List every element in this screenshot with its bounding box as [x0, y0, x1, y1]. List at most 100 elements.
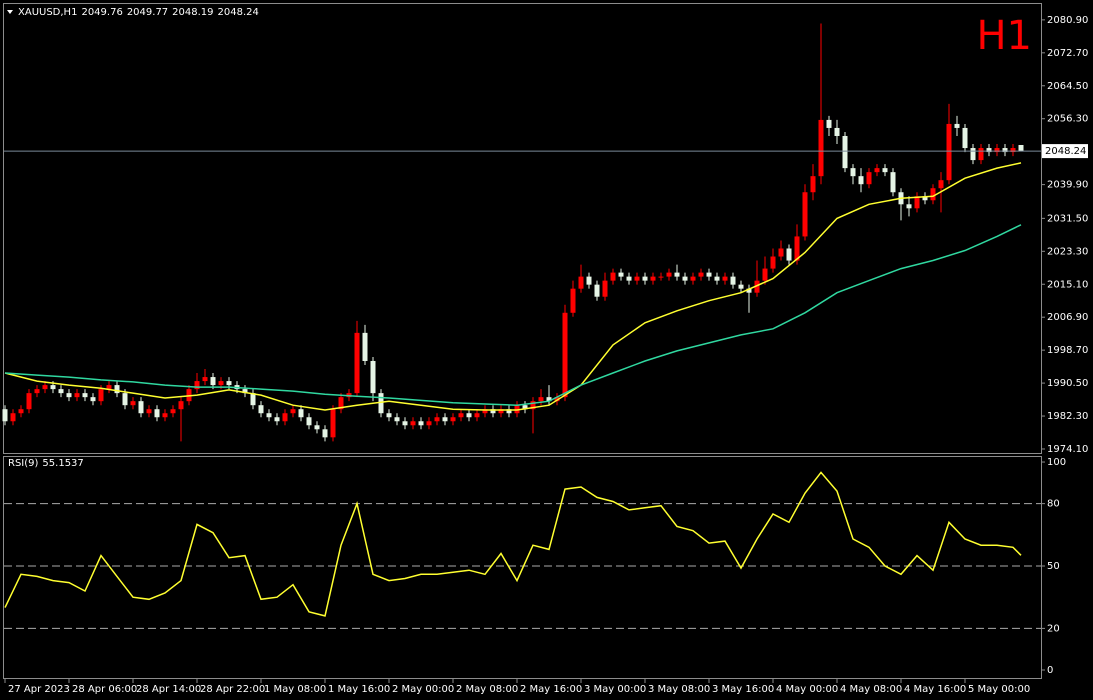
candle-body — [858, 176, 864, 185]
candle-body — [746, 288, 752, 293]
candle-body — [74, 393, 80, 398]
price-panel — [3, 3, 1042, 454]
candle-body — [330, 409, 336, 438]
candle-body — [546, 397, 552, 402]
candle-body — [226, 381, 232, 386]
candle-body — [18, 409, 24, 414]
candle-body — [122, 393, 128, 406]
high-value: 2049.77 — [127, 7, 168, 18]
candle-body — [826, 119, 832, 128]
candle-body — [402, 421, 408, 426]
x-tick-label: 28 Apr 22:00 — [200, 684, 265, 695]
candle-body — [762, 268, 768, 281]
candle-body — [674, 272, 680, 277]
candle-body — [394, 417, 400, 422]
moving-average — [4, 162, 1022, 411]
candle-body — [194, 381, 200, 390]
candle-body — [458, 413, 464, 418]
candle-body — [362, 332, 368, 361]
low-value: 2048.19 — [172, 7, 213, 18]
y-tick-label: 2006.90 — [1047, 312, 1088, 323]
candle-body — [50, 385, 56, 390]
symbol: XAUUSD,H1 — [18, 7, 77, 18]
x-tick-label: 2 May 08:00 — [456, 684, 518, 695]
y-tick-label: 50 — [1047, 561, 1060, 572]
chart-header: XAUUSD,H1 2049.76 2049.77 2048.19 2048.24 — [18, 7, 259, 18]
candle-body — [514, 405, 520, 414]
candle-body — [522, 405, 528, 410]
current-price-box — [1042, 144, 1088, 159]
candle-body — [770, 256, 776, 269]
candle-body — [2, 409, 8, 422]
candle-body — [130, 401, 136, 406]
x-tick-label: 4 May 08:00 — [840, 684, 902, 695]
candle-body — [642, 276, 648, 281]
candle-body — [210, 377, 216, 386]
candle-body — [842, 135, 848, 169]
candle-body — [570, 288, 576, 313]
candle-body — [722, 276, 728, 281]
candle-body — [162, 413, 168, 418]
candle-body — [490, 409, 496, 414]
candle-body — [290, 409, 296, 414]
candle-body — [538, 397, 544, 402]
candle-body — [242, 389, 248, 394]
rsi-value: 55.1537 — [42, 458, 83, 469]
candle-body — [138, 401, 144, 414]
candle-body — [698, 272, 704, 277]
candle-body — [474, 413, 480, 418]
candle-body — [26, 393, 32, 410]
candle-body — [482, 409, 488, 414]
candle-body — [1010, 148, 1016, 153]
candle-body — [778, 248, 784, 257]
candle-body — [298, 409, 304, 418]
menu-arrow[interactable] — [7, 10, 13, 14]
x-tick-label: 1 May 16:00 — [328, 684, 390, 695]
x-tick-label: 5 May 00:00 — [968, 684, 1030, 695]
candle-body — [650, 276, 656, 281]
candle-body — [114, 385, 120, 394]
moving-average — [4, 224, 1022, 406]
candle-body — [954, 123, 960, 128]
x-tick-label: 1 May 08:00 — [264, 684, 326, 695]
open-value: 2049.76 — [81, 7, 122, 18]
y-tick-label: 2056.30 — [1047, 114, 1088, 125]
candle-body — [714, 276, 720, 281]
y-tick-label: 1990.50 — [1047, 378, 1088, 389]
candle-body — [106, 385, 112, 390]
y-tick-label: 2064.50 — [1047, 81, 1088, 92]
y-tick-label: 20 — [1047, 623, 1060, 634]
candle-body — [306, 417, 312, 426]
candle-body — [466, 413, 472, 418]
candle-body — [274, 417, 280, 422]
y-tick-label: 100 — [1047, 457, 1066, 468]
y-tick-label: 2023.30 — [1047, 246, 1088, 257]
rsi-line — [4, 471, 1022, 617]
candle-body — [178, 401, 184, 410]
candle-body — [658, 276, 664, 278]
candle-body — [42, 385, 48, 390]
candle-body — [506, 409, 512, 414]
candle-body — [170, 409, 176, 414]
candle-body — [730, 276, 736, 285]
candle-body — [154, 409, 160, 418]
y-tick-label: 80 — [1047, 499, 1060, 510]
candle-body — [10, 413, 16, 422]
candle-body — [202, 377, 208, 382]
candle-body — [282, 413, 288, 422]
candle-body — [930, 188, 936, 201]
candle-body — [370, 360, 376, 394]
y-tick-label: 1998.70 — [1047, 345, 1088, 356]
candle-body — [146, 409, 152, 414]
y-tick-label: 2039.90 — [1047, 180, 1088, 191]
candle-body — [938, 180, 944, 189]
rsi-title: RSI(9) 55.1537 — [8, 458, 84, 469]
candle-body — [1018, 144, 1024, 152]
candle-body — [250, 393, 256, 406]
rsi-name: RSI(9) — [8, 458, 39, 469]
x-tick-label: 28 Apr 06:00 — [72, 684, 137, 695]
candle-body — [946, 123, 952, 181]
